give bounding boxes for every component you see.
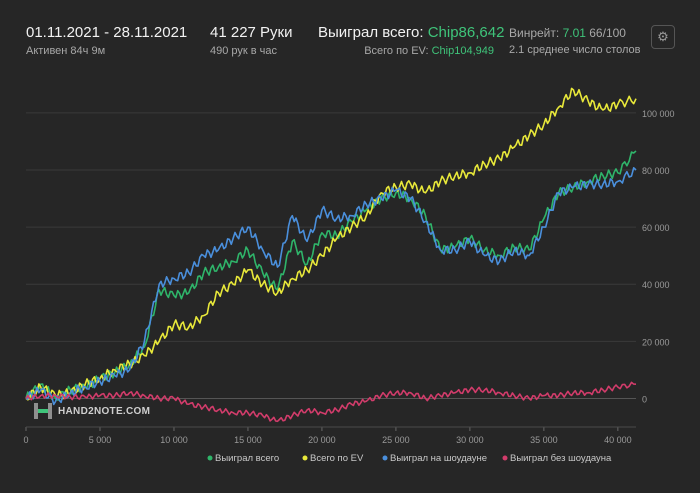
logo-icon (34, 403, 52, 419)
winrate-extra: 66/100 (585, 26, 626, 40)
hand2note-logo: HAND2NOTE.COM (34, 403, 150, 419)
y-tick-label: 40 000 (642, 280, 670, 290)
y-tick-label: 60 000 (642, 223, 670, 233)
legend-label: Выиграл всего (215, 453, 279, 464)
legend-marker (502, 455, 508, 461)
winrate-block: Винрейт: 7.01 66/100 2.1 среднее число с… (509, 26, 641, 56)
won-total-label: Выиграл всего: (318, 24, 428, 41)
y-tick-label: 80 000 (642, 166, 670, 176)
winrate: Винрейт: 7.01 66/100 (509, 26, 641, 40)
y-tick-label: 20 000 (642, 337, 670, 347)
series-line (25, 167, 637, 406)
ev-total-value: Chip104,949 (431, 45, 494, 57)
x-tick-label: 40 000 (604, 435, 632, 445)
hands-block: 41 227 Руки 490 рук в час (210, 24, 293, 57)
x-tick-label: 15 000 (234, 435, 262, 445)
x-tick-label: 20 000 (308, 435, 336, 445)
series-line (25, 381, 637, 423)
legend-marker (302, 455, 308, 461)
hands-count: 41 227 Руки (210, 24, 293, 41)
y-tick-label: 100 000 (642, 109, 675, 119)
x-tick-label: 35 000 (530, 435, 558, 445)
x-tick-label: 25 000 (382, 435, 410, 445)
legend-label: Выиграл на шоудауне (390, 453, 487, 464)
won-block: Выиграл всего: Chip86,642 Всего по EV: C… (318, 24, 504, 57)
gear-icon[interactable]: ⚙ (651, 25, 675, 49)
y-tick-label: 0 (642, 394, 647, 404)
x-tick-label: 0 (23, 435, 28, 445)
ev-total-label: Всего по EV: (364, 45, 432, 57)
x-tick-label: 10 000 (160, 435, 188, 445)
logo-text: HAND2NOTE.COM (58, 405, 151, 417)
won-total-value: Chip86,642 (427, 24, 505, 41)
profit-chart: 0 20 000 40 000 60 000 80 000 100 000 0 5 000 10… (23, 87, 675, 464)
hands-per-hour: 490 рук в час (210, 45, 278, 57)
winrate-value: 7.01 (562, 26, 586, 40)
avg-tables: 2.1 среднее число столов (509, 44, 641, 56)
series-line (25, 87, 637, 401)
series-line (25, 150, 637, 401)
x-tick-label: 5 000 (89, 435, 112, 445)
won-total: Выиграл всего: Chip86,642 (318, 24, 504, 41)
active-time: Активен 84ч 9м (26, 45, 106, 57)
stats-header: 01.11.2021 - 28.11.2021 Активен 84ч 9м 4… (0, 0, 700, 60)
legend-label: Всего по EV (310, 453, 364, 464)
x-tick-label: 30 000 (456, 435, 484, 445)
ev-total: Всего по EV: Chip104,949 (318, 45, 494, 57)
legend-label: Выиграл без шоудауна (510, 453, 612, 464)
winrate-label: Винрейт: (509, 26, 563, 40)
date-range-block: 01.11.2021 - 28.11.2021 Активен 84ч 9м (26, 24, 187, 57)
legend-marker (207, 455, 213, 461)
legend-marker (382, 455, 388, 461)
date-range: 01.11.2021 - 28.11.2021 (26, 24, 188, 41)
